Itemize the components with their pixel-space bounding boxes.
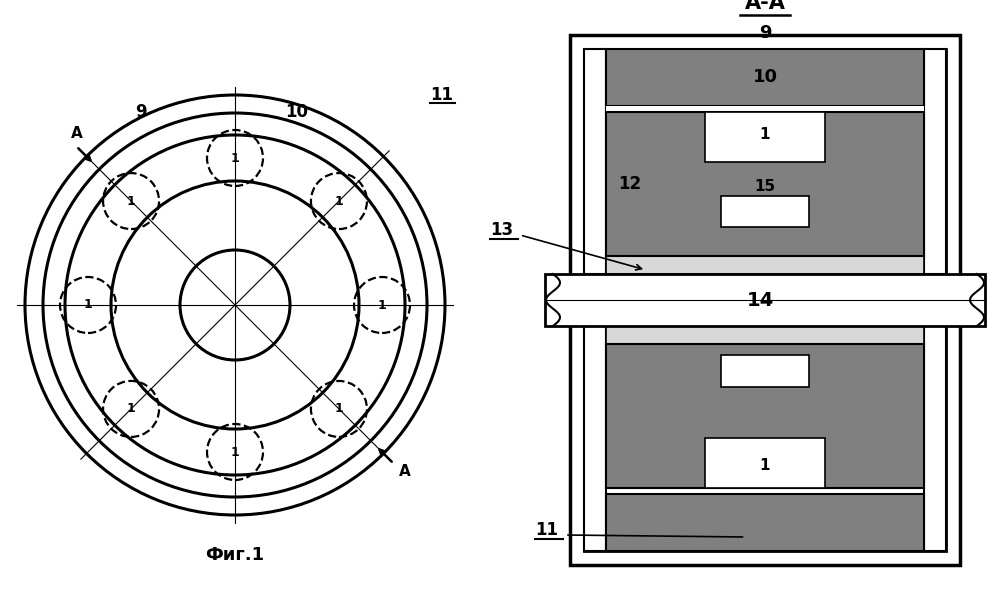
Bar — [606, 106, 924, 112]
Bar — [721, 196, 808, 227]
Text: 1: 1 — [127, 194, 136, 208]
Bar — [584, 49, 946, 551]
Bar — [721, 355, 808, 386]
Bar — [606, 494, 924, 551]
Text: 13: 13 — [490, 221, 513, 239]
Text: 1: 1 — [760, 127, 770, 142]
Bar — [704, 437, 825, 488]
Bar — [606, 256, 924, 274]
Bar — [924, 49, 946, 274]
Text: 10: 10 — [752, 68, 777, 86]
Bar — [924, 326, 946, 551]
Bar — [545, 274, 985, 326]
Text: 12: 12 — [618, 175, 641, 193]
Text: 1: 1 — [760, 458, 770, 473]
Text: 14: 14 — [746, 290, 773, 310]
Text: 1: 1 — [335, 403, 344, 415]
Text: A-A: A-A — [744, 0, 785, 13]
Bar — [570, 35, 960, 565]
Bar — [704, 112, 825, 163]
Bar — [606, 49, 924, 106]
Text: 1: 1 — [231, 151, 240, 164]
Text: 1: 1 — [335, 194, 344, 208]
Bar — [606, 344, 924, 488]
Bar — [606, 112, 924, 256]
Text: 9: 9 — [135, 103, 147, 121]
Text: 1: 1 — [127, 403, 136, 415]
Text: 1: 1 — [378, 299, 387, 311]
Bar — [584, 49, 606, 274]
Text: 15: 15 — [754, 179, 775, 194]
Text: 1: 1 — [231, 445, 240, 458]
Bar — [606, 326, 924, 344]
Text: 1: 1 — [84, 298, 92, 311]
Bar — [584, 326, 606, 551]
Text: 9: 9 — [759, 24, 771, 42]
Text: A: A — [399, 464, 411, 479]
Text: 10: 10 — [285, 103, 308, 121]
Text: 11: 11 — [535, 521, 558, 539]
Text: Фиг.1: Фиг.1 — [206, 546, 265, 564]
Text: A: A — [71, 126, 83, 141]
Text: 11: 11 — [430, 86, 453, 104]
